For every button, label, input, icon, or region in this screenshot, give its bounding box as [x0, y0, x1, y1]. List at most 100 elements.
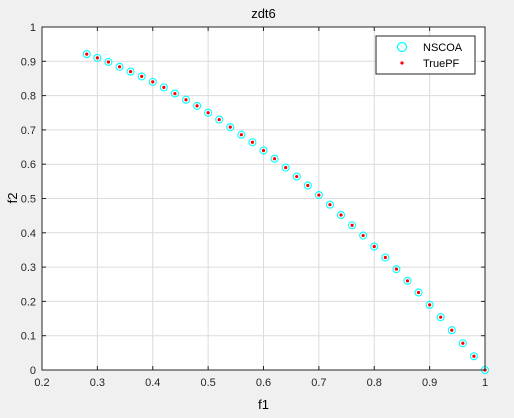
- nscoa-point: [359, 231, 368, 240]
- nscoa-point: [193, 101, 202, 110]
- truepf-point: [173, 91, 177, 96]
- truepf-point: [129, 69, 133, 74]
- truepf-point: [328, 203, 332, 207]
- truepf-point: [261, 148, 266, 153]
- series-layer: [82, 50, 490, 375]
- truepf-point: [416, 290, 421, 295]
- nscoa-point: [170, 89, 179, 98]
- nscoa-point: [348, 221, 357, 230]
- nscoa-point: [281, 163, 290, 172]
- nscoa-point: [425, 300, 434, 309]
- x-tick-label: 1: [482, 377, 488, 389]
- legend-nscoa-label: NSCOA: [423, 42, 463, 54]
- nscoa-point: [115, 62, 124, 71]
- truepf-point: [184, 98, 188, 102]
- legend-truepf-label: TruePF: [423, 58, 460, 70]
- truepf-point: [439, 315, 443, 319]
- legend-box: [375, 35, 476, 75]
- x-tick-label: 0.7: [311, 377, 326, 389]
- truepf-point: [428, 303, 432, 307]
- truepf-point: [394, 267, 398, 271]
- chart-title: zdt6: [251, 6, 276, 21]
- y-tick-label: 0.2: [21, 296, 36, 308]
- nscoa-point: [237, 130, 246, 139]
- y-tick-label: 0.3: [21, 262, 36, 274]
- nscoa-point: [270, 154, 279, 163]
- nscoa-point: [204, 108, 213, 117]
- truepf-point: [228, 125, 232, 129]
- nscoa-point: [447, 326, 456, 335]
- truepf-point: [195, 104, 199, 108]
- y-tick-label: 0.4: [21, 228, 36, 240]
- truepf-point: [350, 223, 354, 227]
- truepf-point: [306, 183, 310, 188]
- y-tick-label: 0: [30, 365, 36, 377]
- truepf-point: [295, 174, 299, 179]
- nscoa-point: [469, 352, 478, 361]
- nscoa-point: [215, 115, 224, 124]
- nscoa-point: [381, 253, 390, 262]
- nscoa-point: [104, 57, 113, 67]
- nscoa-point: [148, 77, 157, 86]
- nscoa-point: [93, 53, 102, 62]
- truepf-point: [472, 354, 476, 358]
- y-tick-label: 0.1: [21, 331, 36, 343]
- nscoa-point: [325, 200, 335, 209]
- legend-truepf-marker: [400, 61, 404, 65]
- truepf-point: [272, 157, 277, 161]
- nscoa-point: [126, 67, 135, 76]
- x-axis-label: f1: [258, 397, 269, 412]
- truepf-point: [372, 244, 376, 249]
- nscoa-point: [82, 50, 91, 59]
- truepf-point: [383, 255, 387, 260]
- nscoa-point: [226, 123, 235, 132]
- truepf-point: [450, 328, 454, 332]
- tick-layer: 0.2 0.3 0.4 0.5 0.6 0.7 0.8 0.9 1 0 0.1 0.2 0.3 0.4 0.…: [21, 22, 488, 389]
- truepf-point: [95, 56, 99, 60]
- truepf-point: [250, 140, 255, 144]
- truepf-point: [85, 52, 89, 56]
- truepf-point: [217, 118, 221, 122]
- nscoa-point: [403, 276, 412, 285]
- truepf-point: [317, 193, 321, 197]
- truepf-point: [106, 60, 111, 64]
- y-axis-label: f2: [5, 193, 20, 204]
- truepf-point: [151, 80, 155, 84]
- truepf-point: [361, 233, 365, 238]
- x-tick-label: 0.5: [200, 377, 215, 389]
- truepf-point: [339, 213, 343, 217]
- legend: NSCOA TruePF: [375, 35, 476, 75]
- truepf-point: [140, 74, 144, 78]
- x-tick-label: 0.6: [256, 377, 271, 389]
- nscoa-point: [248, 138, 257, 147]
- nscoa-point: [458, 339, 467, 348]
- nscoa-point: [336, 210, 346, 220]
- nscoa-point: [181, 95, 191, 104]
- truepf-point: [405, 279, 410, 283]
- truepf-point: [284, 166, 288, 170]
- nscoa-point: [370, 242, 379, 251]
- nscoa-point: [414, 288, 423, 297]
- nscoa-point: [314, 191, 323, 200]
- x-tick-label: 0.8: [367, 377, 382, 389]
- x-tick-label: 0.2: [34, 377, 49, 389]
- truepf-point: [239, 133, 243, 137]
- nscoa-point: [137, 72, 146, 81]
- truepf-point: [461, 341, 465, 345]
- legend-nscoa-marker: [396, 41, 408, 53]
- nscoa-point: [159, 83, 168, 92]
- x-tick-label: 0.9: [422, 377, 437, 389]
- truepf-point: [162, 85, 166, 89]
- y-tick-label: 1: [30, 22, 36, 34]
- x-tick-label: 0.3: [90, 377, 105, 389]
- nscoa-point: [292, 172, 301, 181]
- y-tick-label: 0.5: [21, 194, 36, 206]
- y-tick-label: 0.9: [21, 56, 36, 68]
- truepf-point: [206, 111, 210, 115]
- y-tick-label: 0.8: [21, 91, 36, 103]
- x-tick-label: 0.4: [145, 377, 160, 389]
- nscoa-point: [392, 265, 401, 274]
- y-tick-label: 0.6: [21, 159, 36, 171]
